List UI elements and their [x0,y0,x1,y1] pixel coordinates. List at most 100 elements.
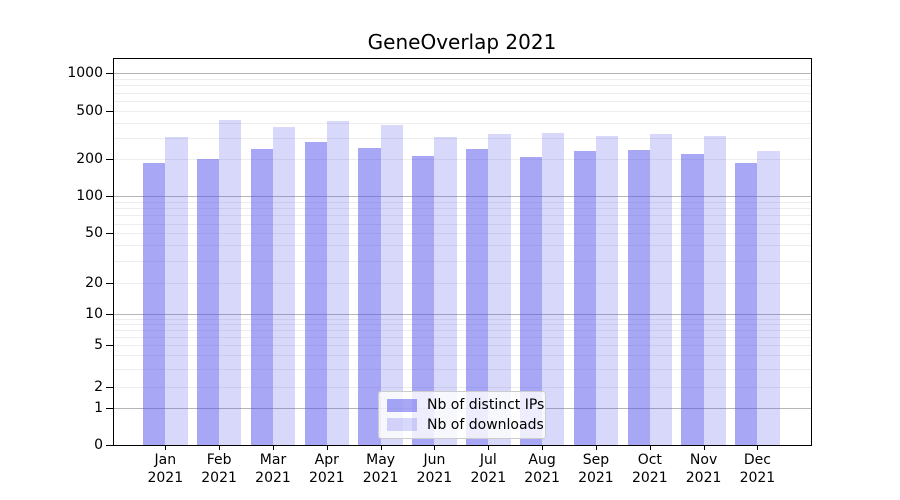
bar-nb-of-distinct-ips-nov-2021 [681,154,704,445]
gridline-minor-70 [113,215,811,217]
x-tick-label-sep-2021: Sep 2021 [578,452,614,486]
x-tick-label-jul-2021: Jul 2021 [470,452,507,486]
bar-nb-of-distinct-ips-jan-2021 [143,163,166,445]
gridline-minor-300 [113,137,811,139]
x-tick-label-feb-2021: Feb 2021 [201,452,237,486]
bar-nb-of-downloads-dec-2021 [757,151,780,445]
bar-nb-of-distinct-ips-dec-2021 [735,162,758,445]
y-tick-500 [106,110,113,112]
y-tick-label-5: 5 [94,337,103,353]
x-tick-jun-2021 [434,446,436,450]
spine-right [811,58,812,446]
y-tick-5 [106,345,113,346]
y-tick-label-100: 100 [76,188,103,204]
y-tick-200 [106,159,113,161]
bar-nb-of-distinct-ips-apr-2021 [304,142,327,445]
bar-nb-of-distinct-ips-feb-2021 [196,159,220,445]
bar-nb-of-downloads-aug-2021 [542,132,565,445]
y-tick-100 [106,196,113,197]
bar-nb-of-downloads-nov-2021 [703,136,726,445]
y-tick-label-1000: 1000 [67,65,103,82]
gridline-minor-500 [113,110,811,112]
bar-nb-of-downloads-jan-2021 [165,136,188,445]
gridline-minor-60 [113,223,811,225]
x-tick-label-aug-2021: Aug 2021 [524,452,560,486]
bar-nb-of-downloads-jul-2021 [488,134,511,445]
y-tick-label-500: 500 [76,102,103,119]
x-tick-label-jan-2021: Jan 2021 [147,452,184,486]
bar-nb-of-downloads-apr-2021 [326,121,350,445]
y-tick-10 [106,314,113,315]
bar-nb-of-distinct-ips-may-2021 [358,147,381,445]
x-tick-nov-2021 [703,446,705,450]
gridline-minor-2 [113,387,811,389]
gridline-minor-50 [113,233,811,235]
gridline-minor-5 [113,345,811,346]
x-tick-label-apr-2021: Apr 2021 [308,452,345,486]
gridline-minor-700 [113,92,811,94]
spine-left [113,58,114,446]
bar-nb-of-downloads-oct-2021 [649,134,673,445]
gridline-minor-6 [113,336,811,338]
gridline-minor-600 [113,100,811,102]
gridline-minor-400 [113,122,811,124]
x-tick-label-oct-2021: Oct 2021 [631,452,668,486]
bar-nb-of-downloads-sep-2021 [595,136,619,445]
x-tick-label-jun-2021: Jun 2021 [416,452,453,486]
legend-swatch-downloads [387,418,417,432]
gridline-minor-80 [113,208,811,209]
y-tick-20 [106,282,113,284]
gridline-minor-20 [113,282,811,284]
legend: Nb of distinct IPs Nb of downloads [378,391,546,439]
x-tick-mar-2021 [273,446,274,450]
x-tick-jan-2021 [165,446,167,450]
gridline-major-1000 [113,73,811,75]
y-tick-label-1: 1 [94,400,103,416]
bar-nb-of-downloads-may-2021 [380,125,403,445]
legend-label-distinct-ips: Nb of distinct IPs [427,397,545,414]
spine-bottom [113,445,812,446]
bar-nb-of-downloads-jun-2021 [434,137,457,445]
bar-nb-of-downloads-mar-2021 [273,127,296,445]
x-tick-sep-2021 [595,446,597,450]
y-tick-label-200: 200 [76,151,103,168]
x-tick-aug-2021 [542,446,544,450]
gridline-minor-30 [113,260,811,262]
bar-nb-of-distinct-ips-oct-2021 [627,150,650,445]
gridline-minor-7 [113,329,811,331]
x-tick-label-nov-2021: Nov 2021 [685,452,722,486]
bar-nb-of-distinct-ips-jul-2021 [466,149,489,445]
x-tick-label-dec-2021: Dec 2021 [739,452,776,486]
gridline-major-10 [113,314,811,315]
bar-nb-of-distinct-ips-sep-2021 [573,151,596,445]
x-tick-jul-2021 [488,446,490,450]
legend-swatch-distinct-ips [387,398,417,412]
legend-row: Nb of distinct IPs [387,397,545,414]
gridline-minor-90 [113,201,811,203]
y-tick-2 [106,387,113,389]
y-tick-label-10: 10 [85,306,103,322]
y-tick-50 [106,233,113,235]
gridline-minor-4 [113,355,811,357]
x-tick-may-2021 [380,446,382,450]
gridline-minor-800 [113,85,811,87]
spine-top [113,58,812,59]
x-tick-label-may-2021: May 2021 [362,452,399,486]
x-tick-feb-2021 [219,446,221,450]
plot-area [113,59,811,445]
gridline-minor-40 [113,245,811,247]
gridline-minor-900 [113,79,811,80]
legend-label-downloads: Nb of downloads [427,416,544,433]
x-tick-label-mar-2021: Mar 2021 [255,452,291,486]
y-tick-label-0: 0 [94,437,103,453]
x-tick-oct-2021 [649,446,651,450]
y-tick-label-2: 2 [94,379,103,396]
gridline-minor-200 [113,159,811,161]
y-tick-label-50: 50 [85,225,103,242]
bar-nb-of-downloads-feb-2021 [219,120,242,445]
bar-nb-of-distinct-ips-mar-2021 [250,149,273,445]
chart-title: GeneOverlap 2021 [367,30,557,54]
y-tick-0 [106,445,113,446]
legend-row: Nb of downloads [387,416,544,433]
